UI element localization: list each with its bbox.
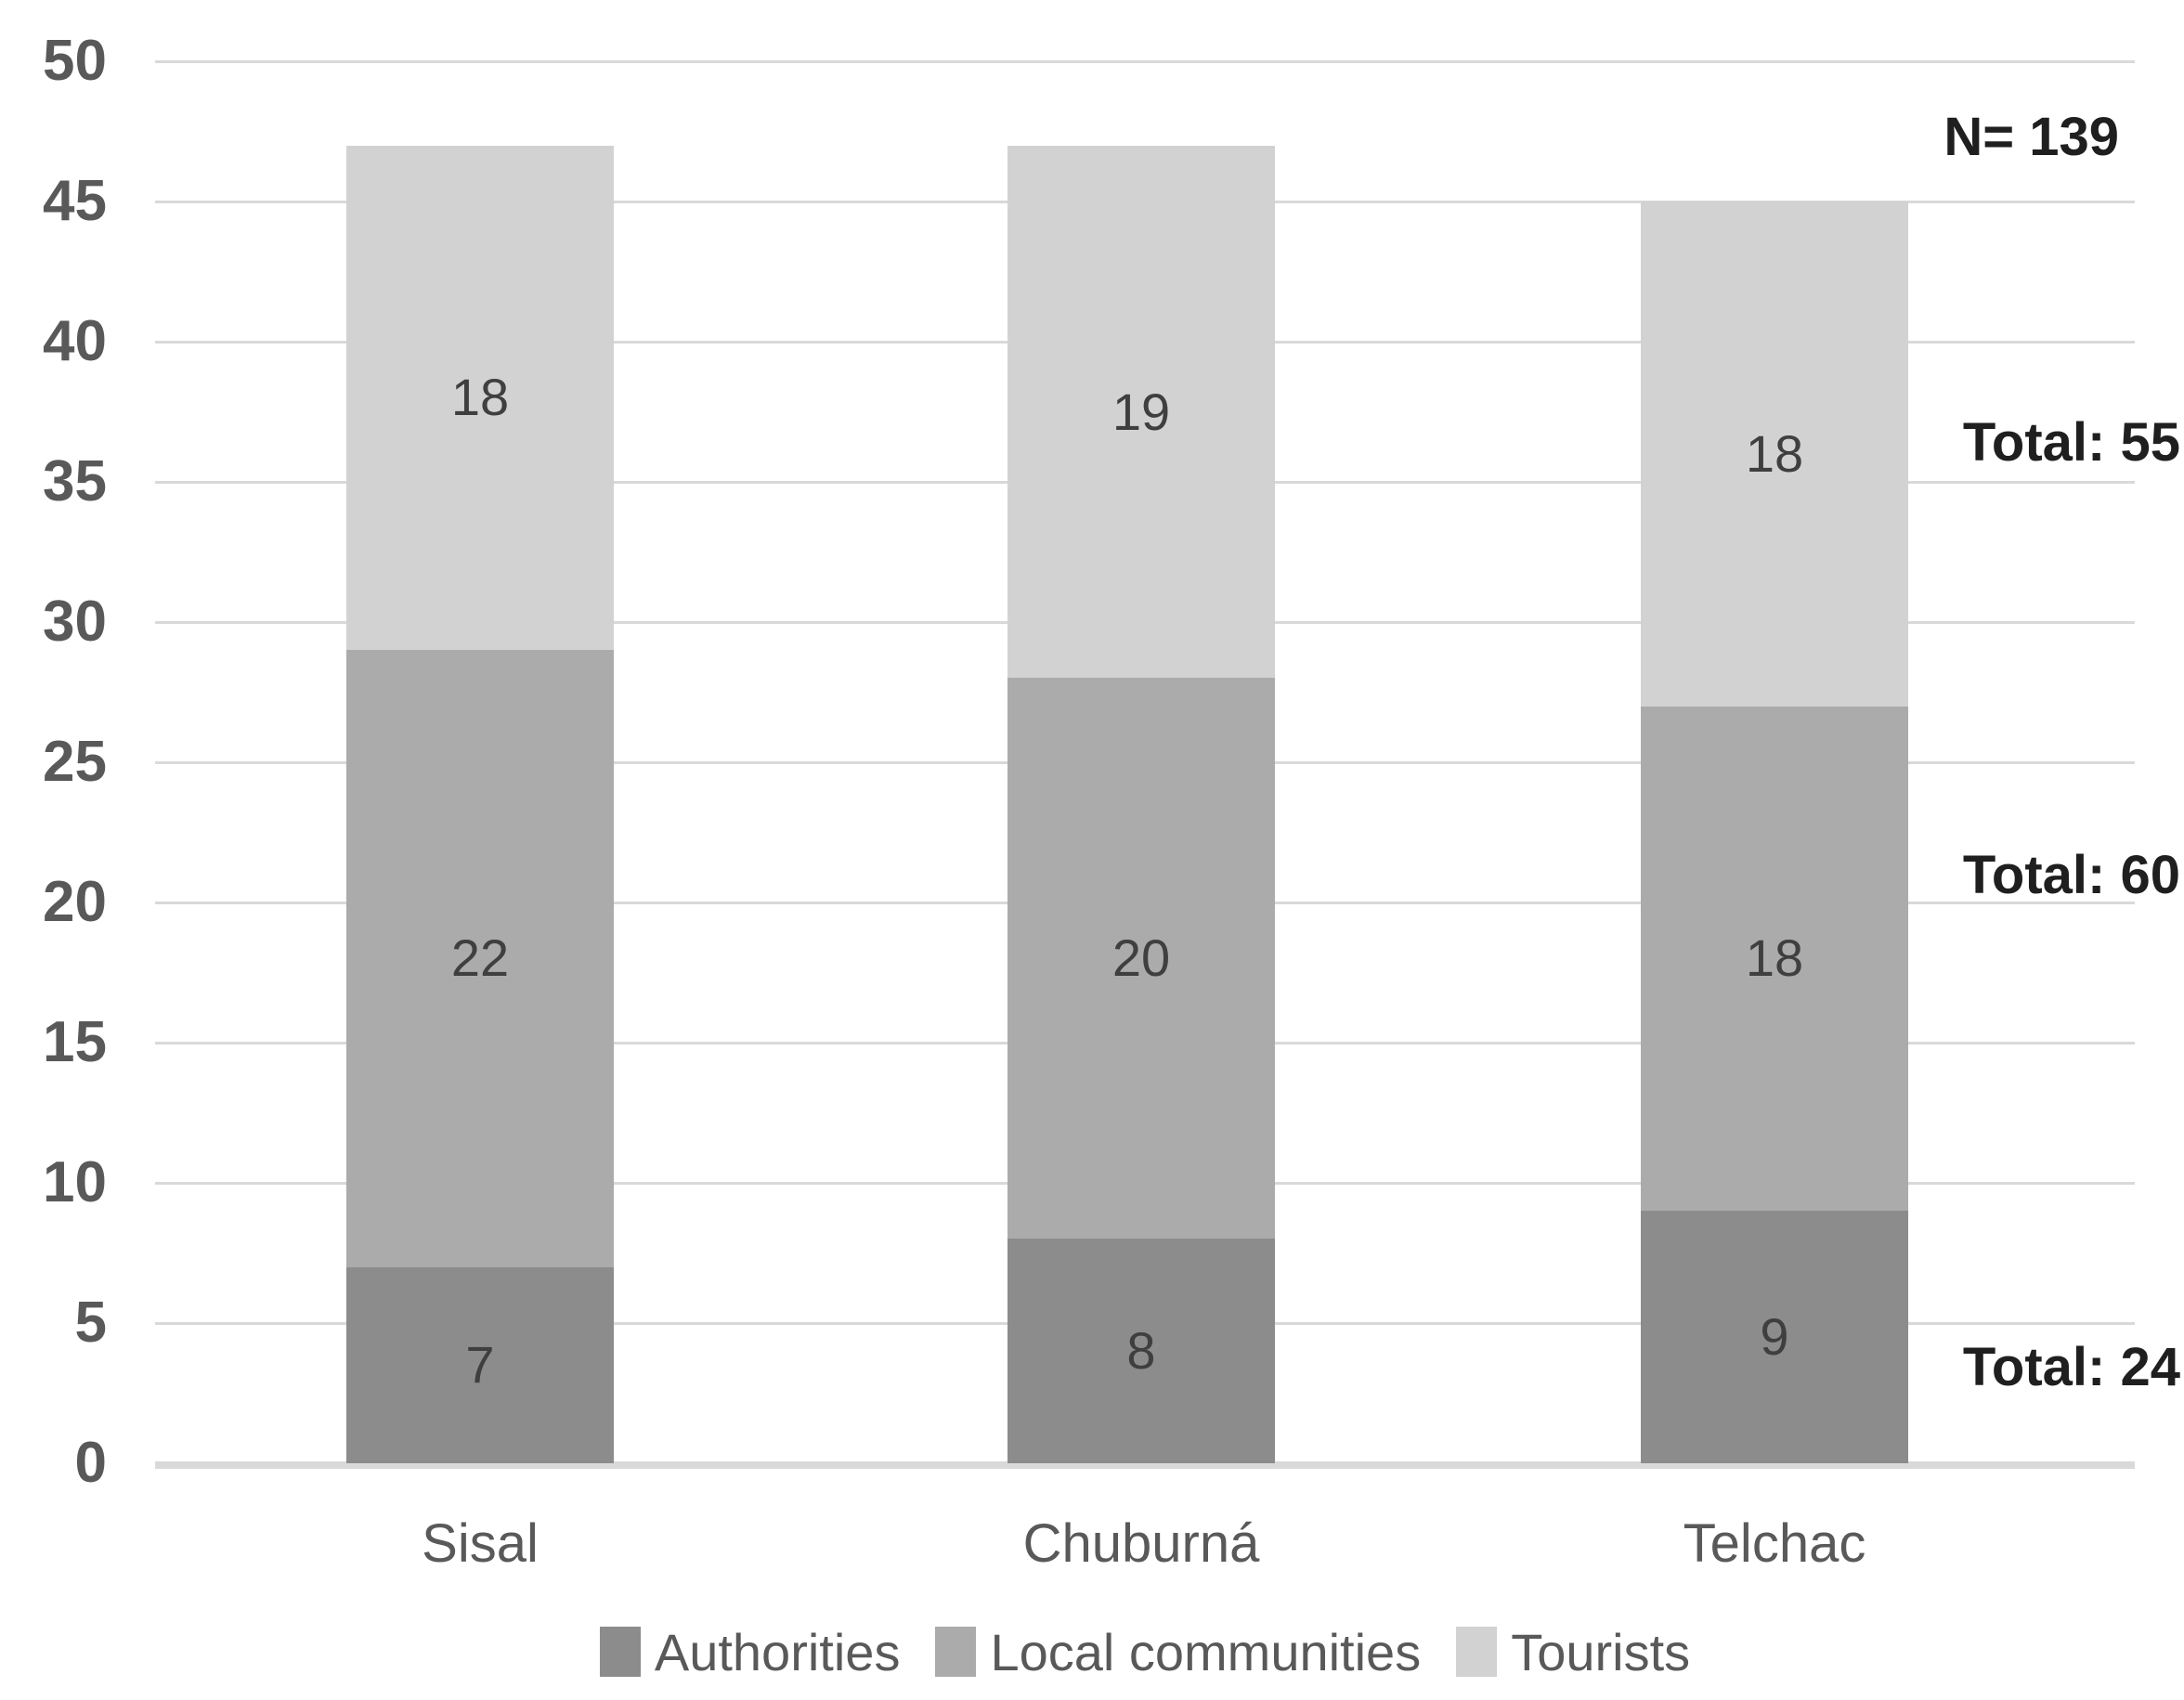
y-tick-label: 5 — [74, 1291, 107, 1355]
legend-item: Local communities — [935, 1622, 1421, 1682]
legend-swatch-local-communities — [935, 1627, 977, 1677]
category-label: Sisal — [422, 1513, 539, 1574]
value-label: 19 — [1112, 382, 1171, 441]
bar-segment-tourists — [1008, 145, 1275, 679]
y-tick-label: 20 — [43, 870, 107, 934]
y-tick-label: 25 — [43, 730, 107, 794]
value-label: 9 — [1760, 1307, 1789, 1367]
value-label: 18 — [1745, 423, 1804, 483]
value-label: 22 — [450, 928, 510, 988]
y-tick-label: 15 — [43, 1010, 107, 1074]
category-label: Telchac — [1683, 1513, 1866, 1574]
legend-label: Tourists — [1511, 1622, 1691, 1681]
y-tick-label: 10 — [43, 1150, 107, 1214]
gridline — [155, 59, 2135, 63]
legend-label: Authorities — [654, 1622, 901, 1681]
total-label: Total: 60 — [1962, 845, 2180, 905]
y-tick-label: 0 — [74, 1431, 107, 1495]
legend-label: Local communities — [990, 1622, 1422, 1681]
y-tick-label: 50 — [43, 29, 107, 93]
bar-segment-authorities — [1641, 1211, 1908, 1463]
bar-segment-local-communities — [1008, 678, 1275, 1239]
total-label: Total: 55 — [1962, 412, 2180, 473]
legend-swatch-tourists — [1456, 1627, 1498, 1677]
legend-swatch-authorities — [599, 1627, 641, 1677]
value-label: 18 — [1745, 928, 1804, 988]
legend-item: Authorities — [599, 1622, 901, 1682]
total-label: Total: 24 — [1962, 1337, 2180, 1397]
category-label: Chuburná — [1022, 1513, 1260, 1574]
value-label: 8 — [1126, 1321, 1156, 1381]
bar-segment-tourists — [346, 145, 614, 651]
bar-segment-local-communities — [346, 650, 614, 1267]
value-label: 18 — [450, 368, 510, 427]
y-tick-label: 45 — [43, 169, 107, 233]
value-label: 20 — [1112, 928, 1171, 988]
legend: Authorities Local communities Tourists — [155, 1616, 2135, 1687]
y-tick-label: 35 — [43, 449, 107, 513]
value-label: 7 — [465, 1335, 495, 1395]
axis-baseline — [155, 1461, 2135, 1469]
bar-segment-local-communities — [1641, 706, 1908, 1212]
sample-size-label: N= 139 — [1944, 107, 2119, 167]
bar-segment-tourists — [1641, 201, 1908, 707]
y-tick-label: 30 — [43, 590, 107, 654]
y-tick-label: 40 — [43, 309, 107, 373]
bar-segment-authorities — [346, 1266, 614, 1463]
legend-item: Tourists — [1456, 1622, 1690, 1682]
bar-segment-authorities — [1008, 1239, 1275, 1463]
